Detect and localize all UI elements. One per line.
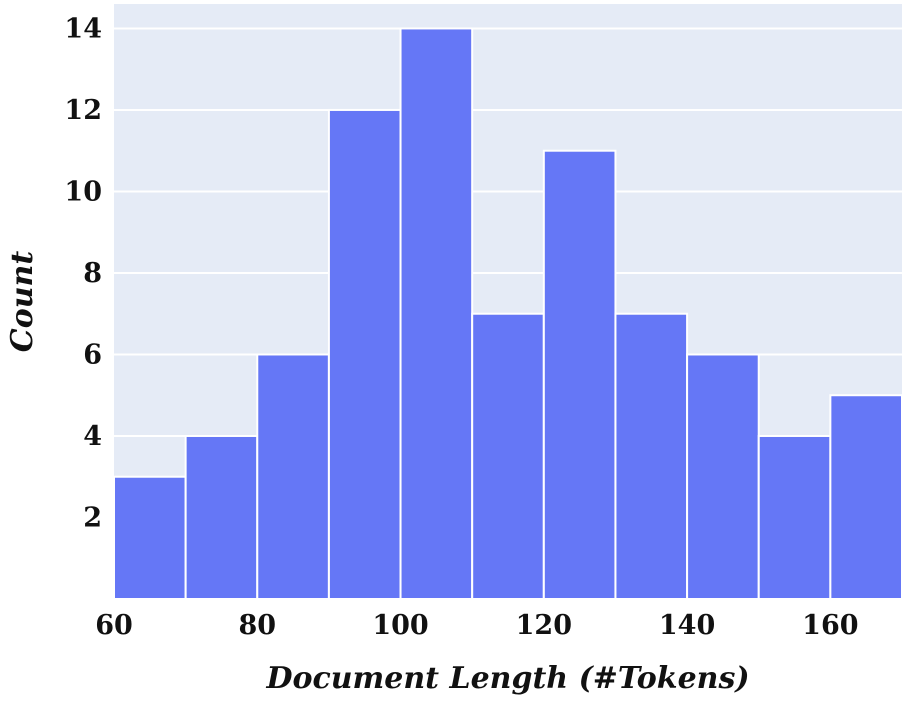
x-tick-label: 100	[372, 610, 428, 641]
histogram-bar	[757, 434, 832, 600]
histogram-bar	[327, 108, 402, 601]
y-tick-label: 14	[64, 13, 102, 44]
x-axis-title: Document Length (#Tokens)	[265, 661, 749, 696]
y-tick-label: 6	[83, 339, 102, 370]
histogram-bar	[686, 353, 760, 601]
y-tick-labels: 2 4 6 8 10 12 14	[64, 13, 102, 533]
x-tick-labels: 60 80 100 120 140 160	[95, 610, 858, 641]
x-tick-label: 60	[95, 610, 133, 641]
x-tick-label: 160	[802, 610, 858, 641]
y-tick-label: 10	[64, 176, 102, 207]
y-tick-label: 2	[83, 502, 102, 533]
histogram-bar	[542, 149, 617, 600]
x-tick-label: 80	[238, 610, 276, 641]
y-tick-label: 12	[64, 95, 102, 126]
histogram-bar	[614, 312, 689, 600]
y-tick-label: 8	[83, 258, 102, 289]
y-axis-title: Count	[5, 251, 40, 353]
histogram-bar	[829, 394, 904, 600]
bars	[113, 27, 904, 601]
x-tick-label: 120	[516, 610, 572, 641]
histogram-bar	[184, 434, 259, 600]
histogram-bar	[256, 353, 330, 601]
x-tick-label: 140	[659, 610, 715, 641]
histogram-bar	[113, 475, 187, 600]
y-tick-label: 4	[83, 421, 102, 452]
histogram-bar	[471, 312, 545, 600]
histogram-bar	[399, 27, 474, 601]
